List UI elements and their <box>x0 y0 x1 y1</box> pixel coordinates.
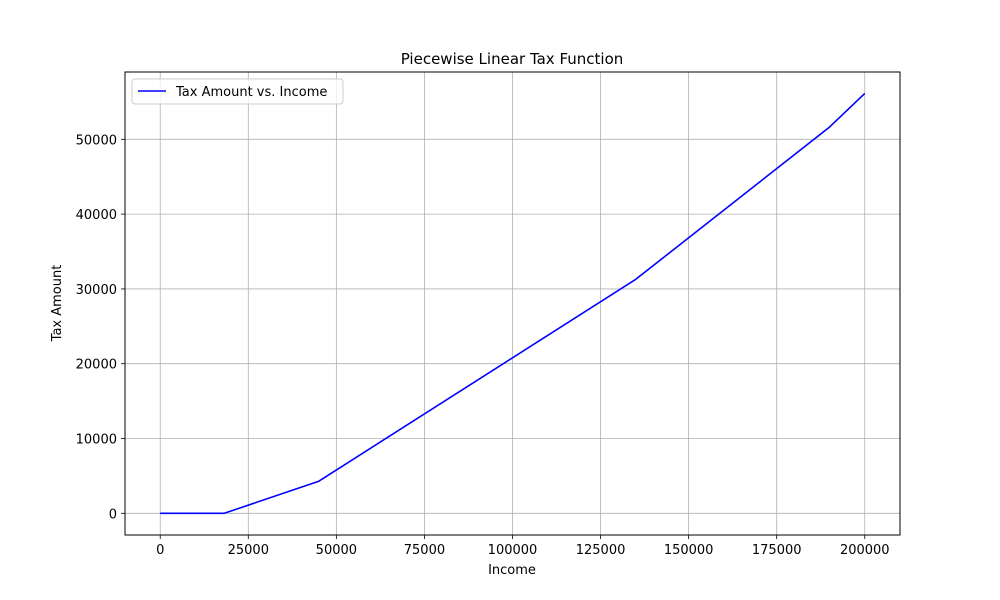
x-tick-label: 150000 <box>664 543 714 558</box>
x-tick-label: 100000 <box>488 543 538 558</box>
y-tick-label: 40000 <box>76 208 117 223</box>
y-axis-title: Tax Amount <box>50 265 65 343</box>
x-tick-label: 175000 <box>752 543 802 558</box>
series-layer <box>160 92 866 515</box>
y-tick-label: 0 <box>109 507 117 522</box>
x-axis-title: Income <box>488 563 536 578</box>
grid <box>125 72 900 535</box>
legend-box <box>131 78 344 105</box>
y-tick-label: 30000 <box>76 283 117 298</box>
chart-title: Piecewise Linear Tax Function <box>401 50 624 68</box>
x-tick-label: 75000 <box>404 543 445 558</box>
y-tick-label: 20000 <box>76 358 117 373</box>
x-tick-label: 200000 <box>840 543 890 558</box>
legend: Tax Amount vs. Income <box>131 78 344 105</box>
ticks: 0 25000 50000 75000 100000 125000 150000 175000… <box>76 133 890 558</box>
x-tick-label: 25000 <box>228 543 269 558</box>
x-tick-label: 125000 <box>576 543 626 558</box>
x-tick-label: 0 <box>156 543 164 558</box>
y-tick-label: 10000 <box>76 433 117 448</box>
x-tick-label: 50000 <box>316 543 357 558</box>
legend-label: Tax Amount vs. Income <box>175 85 327 100</box>
series-line <box>160 92 866 515</box>
y-tick-label: 50000 <box>76 133 117 148</box>
